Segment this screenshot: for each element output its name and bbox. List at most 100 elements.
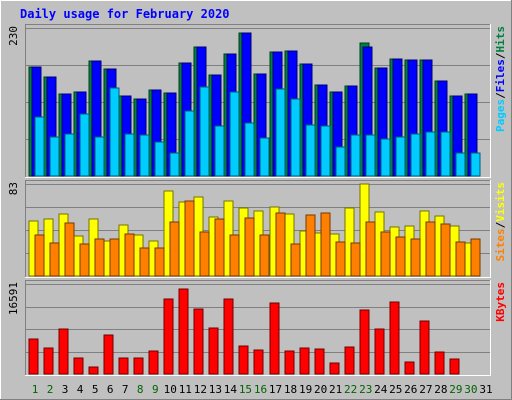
- bar-sites-day-3: [64, 222, 75, 277]
- bar-sites-day-2: [49, 242, 60, 277]
- bar-kbytes-day-10: [163, 298, 174, 375]
- bar-pages-day-19: [305, 124, 316, 177]
- x-axis-labels: 1 2 3 4 5 6 7 8 9 10 11 12 13 14 15 16 17 18 19 20 21 22 23 24 2…: [32, 383, 493, 396]
- x-tick-label: 21: [329, 383, 342, 396]
- x-tick-label: 15: [239, 383, 252, 396]
- bar-sites-day-24: [380, 231, 391, 277]
- bar-pages-day-2: [49, 136, 60, 177]
- bar-sites-day-4: [79, 243, 90, 277]
- bar-pages-day-10: [169, 152, 180, 177]
- legend-separator: /: [494, 92, 507, 99]
- bar-kbytes-day-18: [284, 350, 295, 375]
- bar-pages-day-15: [244, 122, 255, 177]
- bar-pages-day-12: [199, 86, 210, 177]
- x-tick-label: 24: [374, 383, 388, 396]
- x-tick-label: 16: [254, 383, 267, 396]
- bar-sites-day-26: [410, 238, 421, 277]
- bar-sites-day-19: [305, 214, 316, 277]
- bar-pages-day-25: [395, 136, 406, 177]
- bar-pages-day-21: [335, 146, 346, 177]
- bar-pages-day-13: [214, 125, 225, 177]
- bar-kbytes-day-27: [419, 320, 430, 375]
- bar-pages-day-18: [290, 98, 301, 177]
- bar-kbytes-day-12: [193, 308, 204, 375]
- legend-entry: KBytes: [494, 282, 507, 322]
- x-tick-label: 1: [32, 383, 39, 396]
- bar-pages-day-16: [259, 137, 270, 177]
- panel-visitors: 83 Sites/Visits: [7, 180, 507, 278]
- bar-pages-day-24: [380, 138, 391, 177]
- bar-sites-day-13: [214, 218, 225, 277]
- legend-entry: Pages: [494, 99, 507, 132]
- legend-entry: Hits: [494, 26, 507, 53]
- panel-max-label: 230: [7, 26, 20, 46]
- x-tick-label: 18: [284, 383, 297, 396]
- bar-kbytes-day-15: [238, 345, 249, 375]
- x-tick-label: 6: [107, 383, 114, 396]
- bar-pages-day-14: [229, 91, 240, 177]
- x-tick-label: 22: [344, 383, 357, 396]
- bar-pages-day-1: [34, 116, 45, 177]
- bar-kbytes-day-1: [28, 338, 39, 375]
- bar-pages-day-6: [109, 87, 120, 177]
- bar-pages-day-9: [154, 141, 165, 177]
- bar-kbytes-day-7: [118, 357, 129, 375]
- bar-sites-day-30: [470, 238, 481, 277]
- x-tick-label: 27: [419, 383, 432, 396]
- legend-entry: Sites: [494, 228, 507, 261]
- x-tick-label: 12: [194, 383, 207, 396]
- legend-entry: Visits: [494, 182, 507, 222]
- bar-pages-day-22: [350, 134, 361, 177]
- bar-kbytes-day-17: [269, 302, 280, 375]
- bar-sites-day-7: [124, 233, 135, 277]
- panel-kbytes: 16591 KBytes: [7, 280, 507, 376]
- chart-title: Daily usage for February 2020: [20, 7, 230, 21]
- bar-pages-day-23: [365, 134, 376, 177]
- bar-pages-day-20: [320, 125, 331, 177]
- x-tick-label: 20: [314, 383, 327, 396]
- bar-sites-day-5: [94, 238, 105, 277]
- bar-sites-day-9: [154, 247, 165, 277]
- bar-sites-day-17: [275, 212, 286, 277]
- panel-legend: Sites/Visits: [494, 182, 507, 262]
- bar-pages-day-5: [94, 136, 105, 177]
- x-tick-label: 26: [404, 383, 417, 396]
- bar-pages-day-17: [275, 88, 286, 177]
- bar-kbytes-day-13: [208, 327, 219, 375]
- x-tick-label: 13: [209, 383, 222, 396]
- panel-max-label: 16591: [7, 282, 20, 315]
- x-tick-label: 9: [152, 383, 159, 396]
- x-tick-label: 31: [479, 383, 492, 396]
- bar-sites-day-1: [34, 234, 45, 277]
- bar-sites-day-16: [259, 234, 270, 277]
- bar-kbytes-day-14: [223, 298, 234, 375]
- x-tick-label: 30: [464, 383, 477, 396]
- bar-sites-day-23: [365, 221, 376, 277]
- bar-pages-day-4: [79, 113, 90, 177]
- bar-pages-day-27: [425, 131, 436, 177]
- bar-sites-day-10: [169, 221, 180, 277]
- x-tick-label: 23: [359, 383, 372, 396]
- bar-kbytes-day-16: [253, 349, 264, 375]
- bar-pages-day-30: [470, 152, 481, 177]
- bar-kbytes-day-8: [133, 357, 144, 375]
- bar-pages-day-29: [455, 152, 466, 177]
- bar-kbytes-day-6: [103, 334, 114, 375]
- bar-sites-day-27: [425, 221, 436, 277]
- bar-sites-day-21: [335, 241, 346, 277]
- bar-sites-day-28: [440, 223, 451, 277]
- x-tick-label: 2: [47, 383, 54, 396]
- bar-kbytes-day-19: [299, 347, 310, 375]
- bar-kbytes-day-29: [449, 358, 460, 375]
- x-tick-label: 11: [179, 383, 192, 396]
- bar-kbytes-day-2: [43, 347, 54, 375]
- x-tick-label: 29: [449, 383, 462, 396]
- bar-kbytes-day-11: [178, 288, 189, 375]
- bar-kbytes-day-24: [374, 328, 385, 375]
- bar-kbytes-day-26: [404, 361, 415, 375]
- bar-kbytes-day-4: [73, 357, 84, 375]
- x-tick-label: 7: [122, 383, 129, 396]
